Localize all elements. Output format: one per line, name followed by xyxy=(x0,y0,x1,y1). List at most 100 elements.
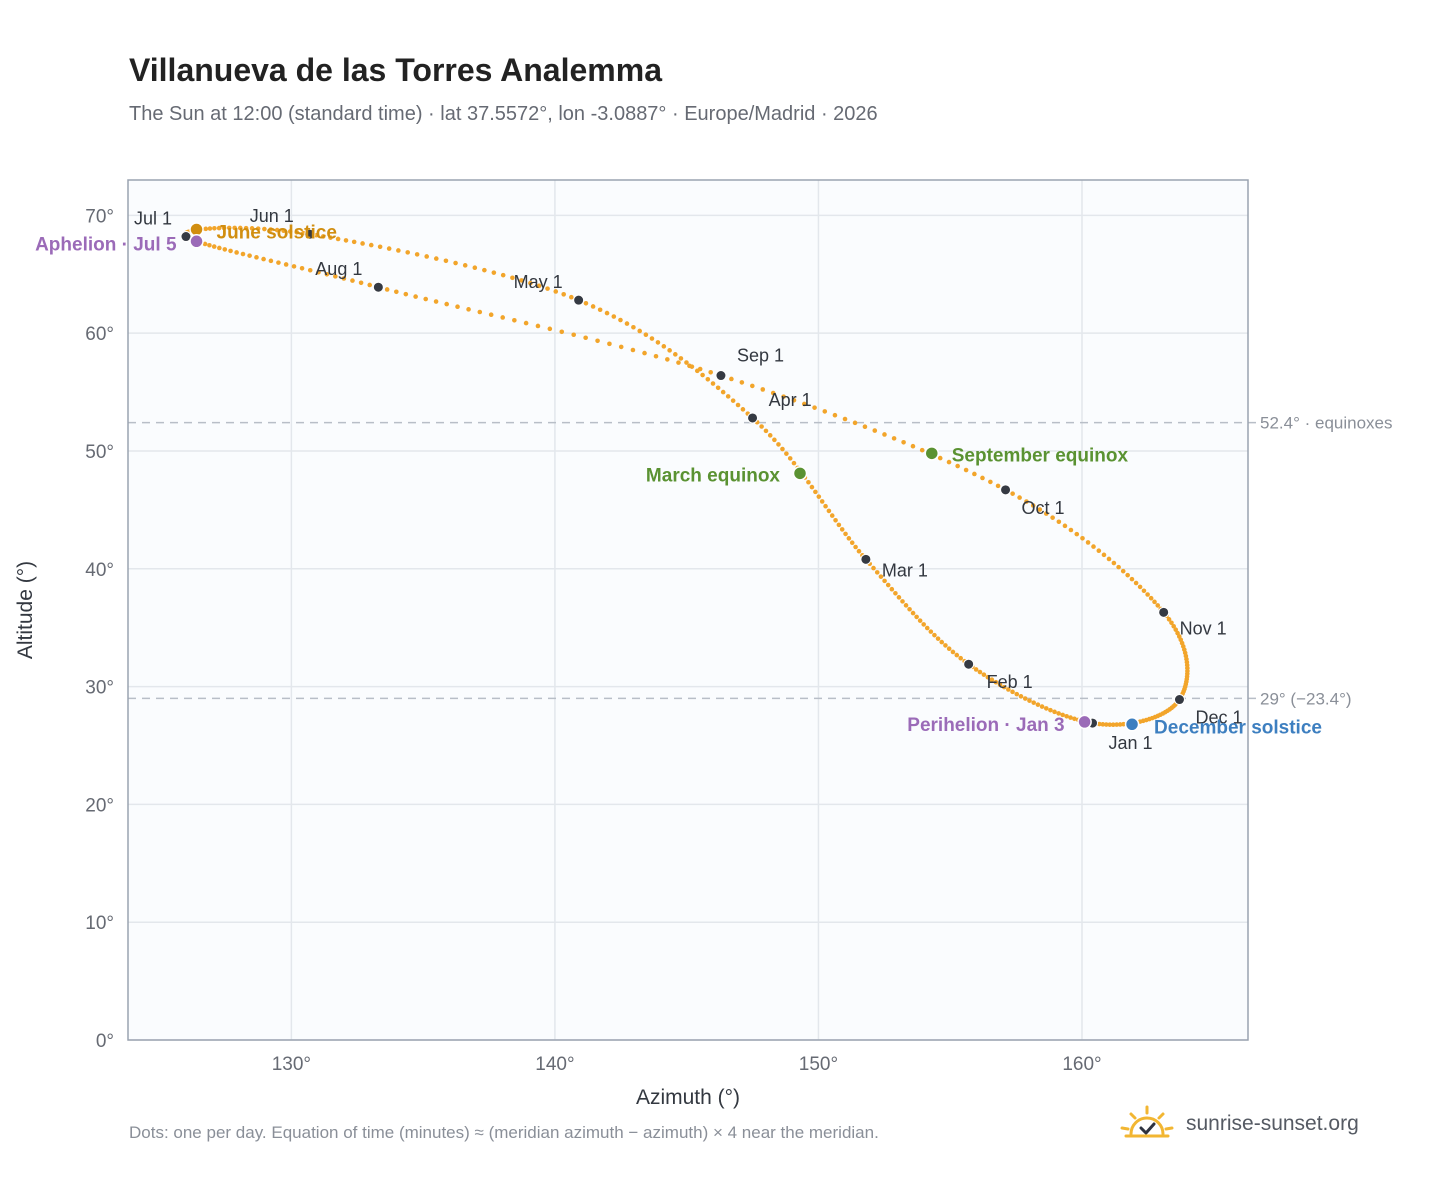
daily-dot xyxy=(1014,691,1020,697)
daily-dot xyxy=(767,433,773,438)
daily-dot xyxy=(988,479,993,485)
daily-dot xyxy=(853,544,858,550)
daily-dot xyxy=(212,225,217,231)
daily-dot xyxy=(729,376,734,382)
daily-dot xyxy=(405,250,411,255)
daily-dot xyxy=(973,667,979,672)
daily-dot xyxy=(997,682,1003,687)
daily-dot xyxy=(1107,722,1113,727)
daily-dot xyxy=(444,301,449,307)
footnote: Dots: one per day. Equation of time (min… xyxy=(129,1123,879,1142)
daily-dot xyxy=(307,267,313,273)
daily-dot xyxy=(571,332,577,338)
daily-dot xyxy=(862,424,868,429)
month-label: Apr 1 xyxy=(769,390,812,410)
daily-dot xyxy=(667,348,672,353)
month-label: Dec 1 xyxy=(1195,708,1242,728)
daily-dot xyxy=(488,312,494,318)
daily-dot xyxy=(1074,531,1080,537)
daily-dot xyxy=(423,296,429,302)
daily-dot xyxy=(907,606,912,612)
month-marker xyxy=(747,412,759,424)
month-marker xyxy=(1158,606,1170,618)
daily-dot xyxy=(1056,711,1061,716)
daily-dot xyxy=(281,228,286,234)
daily-dot xyxy=(203,226,209,232)
daily-dot xyxy=(217,245,222,251)
daily-dot xyxy=(477,309,483,315)
daily-dot xyxy=(268,227,274,232)
daily-dot xyxy=(772,437,777,443)
daily-dot xyxy=(791,460,797,466)
daily-dot xyxy=(559,329,565,335)
y-tick-label: 40° xyxy=(85,560,114,581)
daily-dot xyxy=(274,227,280,233)
daily-dot xyxy=(1001,684,1007,690)
daily-dot xyxy=(1052,709,1057,715)
daily-dot xyxy=(569,294,574,300)
daily-dot xyxy=(1080,535,1085,541)
daily-dot xyxy=(1173,627,1179,632)
daily-dot xyxy=(1022,696,1028,701)
daily-dot xyxy=(377,244,383,250)
daily-dot xyxy=(1031,700,1036,705)
daily-dot xyxy=(637,328,642,334)
y-tick-label: 0° xyxy=(96,1031,114,1052)
event-marker xyxy=(1077,714,1092,730)
daily-dot xyxy=(839,527,845,532)
daily-dot xyxy=(784,451,789,456)
reference-line-label: 52.4° · equinoxes xyxy=(1260,414,1393,433)
month-marker xyxy=(372,281,384,293)
daily-dot xyxy=(842,416,848,422)
daily-dot xyxy=(1129,576,1135,582)
daily-dot xyxy=(237,225,243,231)
daily-dot xyxy=(221,225,227,231)
event-marker xyxy=(792,466,808,481)
daily-dot xyxy=(512,317,517,323)
daily-dot xyxy=(414,252,420,257)
daily-dot xyxy=(1056,519,1062,525)
daily-dot xyxy=(928,629,934,634)
daily-dot xyxy=(403,291,409,297)
daily-dot xyxy=(919,447,925,453)
daily-dot xyxy=(254,255,259,260)
daily-dot xyxy=(943,643,948,648)
daily-dot xyxy=(665,357,670,362)
daily-dot xyxy=(874,570,880,575)
daily-dot xyxy=(816,494,822,499)
month-label: Jan 1 xyxy=(1109,733,1153,753)
reference-line-label: 29° (−23.4°) xyxy=(1260,689,1352,708)
daily-dot xyxy=(228,248,233,254)
daily-dot xyxy=(631,324,636,330)
daily-dot xyxy=(624,321,630,326)
y-tick-label: 70° xyxy=(85,206,114,227)
daily-dot xyxy=(211,244,217,249)
daily-dot xyxy=(649,336,655,341)
daily-dot xyxy=(294,229,300,235)
daily-dot xyxy=(826,508,832,514)
daily-dot xyxy=(1101,552,1107,558)
daily-dot xyxy=(1096,548,1102,554)
daily-dot xyxy=(243,225,249,231)
daily-dot xyxy=(1043,706,1049,711)
daily-dot xyxy=(849,540,855,546)
daily-dot xyxy=(358,280,364,286)
daily-dot xyxy=(781,394,786,399)
plot-area xyxy=(128,180,1248,1040)
x-axis-label: Azimuth (°) xyxy=(636,1086,740,1109)
daily-dot xyxy=(1010,491,1015,496)
daily-dot xyxy=(1171,623,1176,629)
daily-dot xyxy=(343,238,349,243)
daily-dot xyxy=(836,522,842,528)
daily-dot xyxy=(510,275,515,281)
daily-dot xyxy=(1145,592,1150,597)
daily-dot xyxy=(1125,572,1130,578)
daily-dot xyxy=(955,463,960,469)
daily-dot xyxy=(384,287,390,292)
daily-dot xyxy=(776,442,781,447)
brand[interactable]: sunrise-sunset.org xyxy=(1118,1100,1359,1148)
daily-dot xyxy=(708,370,713,375)
month-markers: Jan 1 Feb 1 Mar 1 Apr 1 May 1 Jun 1 Jul 1 Aug 1… xyxy=(134,206,1243,753)
daily-dot xyxy=(1155,603,1161,608)
month-label: Feb 1 xyxy=(987,672,1033,692)
